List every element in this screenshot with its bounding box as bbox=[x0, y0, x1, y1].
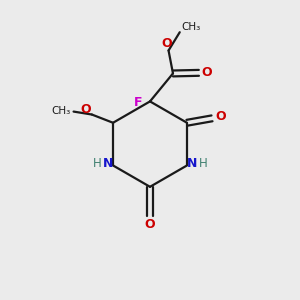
Text: CH₃: CH₃ bbox=[52, 106, 71, 116]
Text: O: O bbox=[145, 218, 155, 231]
Text: N: N bbox=[187, 158, 197, 170]
Text: O: O bbox=[202, 66, 212, 80]
Text: O: O bbox=[162, 38, 172, 50]
Text: H: H bbox=[199, 157, 208, 169]
Text: H: H bbox=[92, 157, 101, 169]
Text: CH₃: CH₃ bbox=[181, 22, 201, 32]
Text: O: O bbox=[80, 103, 91, 116]
Text: N: N bbox=[103, 158, 113, 170]
Text: F: F bbox=[134, 96, 142, 110]
Text: O: O bbox=[215, 110, 226, 123]
